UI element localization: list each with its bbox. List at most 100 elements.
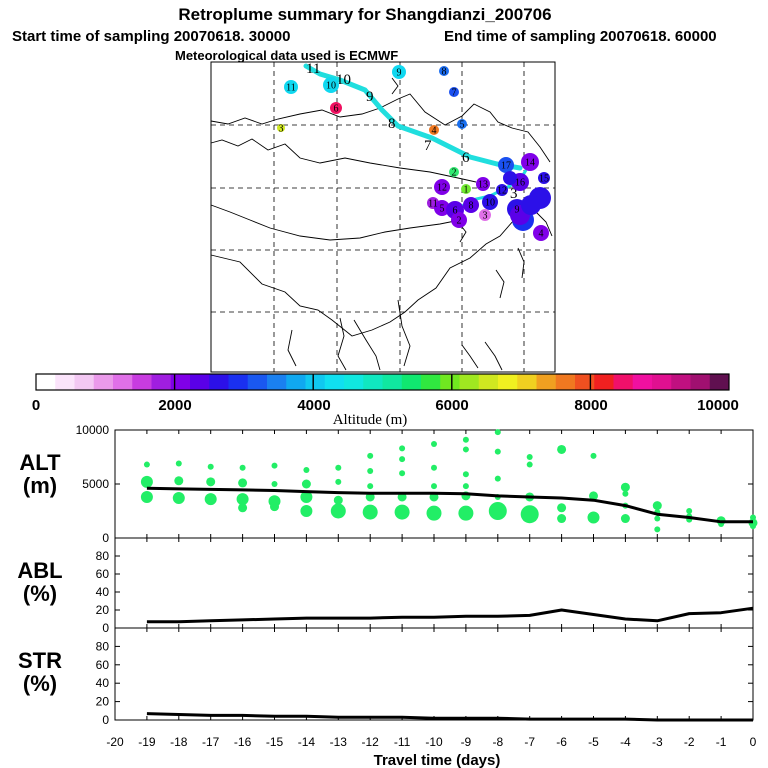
traj-label: 11 xyxy=(306,61,320,77)
plume-cluster-label: 5 xyxy=(440,204,445,215)
plume-cluster-marker xyxy=(476,177,490,191)
plume-cluster-label: 6 xyxy=(334,104,339,115)
cluster-point xyxy=(271,462,278,469)
colorbar-frame xyxy=(35,373,730,391)
cluster-point xyxy=(462,436,469,443)
colorbar-segment xyxy=(709,374,730,390)
plume-cluster-label: 3 xyxy=(279,124,284,135)
x-tick-label: -18 xyxy=(170,735,188,749)
cluster-point xyxy=(590,452,597,459)
plume-cluster-marker xyxy=(496,184,508,196)
cluster-point xyxy=(458,505,474,521)
plume-cluster-marker xyxy=(482,194,498,210)
cluster-point xyxy=(620,514,630,524)
cluster-point xyxy=(333,495,343,505)
colorbar-segment xyxy=(344,374,364,390)
plume-cluster-marker xyxy=(449,87,459,97)
x-tick-label: -20 xyxy=(106,735,124,749)
plume-cluster-marker xyxy=(463,197,479,213)
plume-cluster-label: 2 xyxy=(457,216,462,227)
colorbar-segment xyxy=(382,374,403,390)
series-line xyxy=(146,712,753,722)
cluster-point xyxy=(557,444,567,454)
colorbar-segment xyxy=(151,374,172,390)
colorbar-segment xyxy=(55,374,75,390)
x-tick-label: -7 xyxy=(524,735,535,749)
cluster-point xyxy=(172,492,185,505)
plume-cluster-label: 11 xyxy=(428,199,438,210)
plume-cluster-label: 10 xyxy=(485,198,495,209)
cluster-point xyxy=(399,445,406,452)
plume-cluster-label: 2 xyxy=(452,168,457,179)
colorbar-segment xyxy=(228,374,249,390)
trajectory-map: 11 10 9 8 7 6 5 4 3 2 1 1110987654321171… xyxy=(210,61,556,373)
cluster-point xyxy=(431,483,437,490)
panel-label: ABL xyxy=(17,558,62,583)
cluster-point xyxy=(462,483,469,490)
y-tick-label: 80 xyxy=(96,639,110,653)
cluster-point xyxy=(300,490,313,503)
plume-cluster-label: 4 xyxy=(432,126,437,137)
x-tick-label: -13 xyxy=(330,735,348,749)
cluster-point xyxy=(431,464,437,471)
cluster-point xyxy=(239,464,246,471)
plume-cluster-marker xyxy=(457,119,467,129)
plume-cluster-marker xyxy=(439,66,449,76)
colorbar-segment xyxy=(690,374,711,390)
colorbar-segment xyxy=(575,374,595,390)
cluster-point xyxy=(462,471,469,478)
cluster-point xyxy=(300,505,313,517)
panel-frame xyxy=(114,627,754,721)
colorbar-segment xyxy=(113,374,133,390)
x-tick-label: -4 xyxy=(620,735,631,749)
panel-label: (%) xyxy=(23,671,57,696)
plume-cluster-marker xyxy=(330,102,342,114)
cluster-point xyxy=(367,483,374,490)
traj-label: 7 xyxy=(424,138,432,154)
colorbar-tick: 6000 xyxy=(435,397,468,414)
y-tick-label: 0 xyxy=(102,531,109,545)
cluster-point xyxy=(367,468,374,475)
plume-cluster-marker xyxy=(277,124,285,132)
colorbar-segment xyxy=(671,374,691,390)
cluster-point xyxy=(143,461,150,468)
y-tick-label: 20 xyxy=(96,695,110,709)
plume-cluster-label: 4 xyxy=(539,229,544,240)
cluster-point xyxy=(750,523,756,530)
colorbar-segment xyxy=(401,374,422,390)
colorbar-tick: 0 xyxy=(32,397,40,414)
cluster-point xyxy=(526,454,533,460)
cluster-point xyxy=(587,511,600,524)
colorbar-segment xyxy=(478,374,499,390)
cluster-point xyxy=(362,504,378,520)
cluster-point xyxy=(654,526,661,533)
cluster-point xyxy=(589,491,598,501)
plume-cluster-label: 11 xyxy=(286,83,296,94)
cluster-point xyxy=(394,504,410,520)
panel-alt: 10000 5000 0 ALT(m) xyxy=(19,423,758,545)
x-axis-label: Travel time (days) xyxy=(374,752,501,768)
cluster-point xyxy=(399,456,406,463)
plume-cluster-marker xyxy=(451,212,467,228)
plume-cluster-marker xyxy=(498,157,514,173)
panel-label: (%) xyxy=(23,581,57,606)
y-tick-label: 80 xyxy=(96,549,110,563)
plume-cluster-label: 13 xyxy=(478,180,488,191)
cluster-point xyxy=(175,460,182,467)
x-tick-label: -8 xyxy=(492,735,503,749)
colorbar-segment xyxy=(421,374,441,390)
x-tick-label: -6 xyxy=(556,735,567,749)
colorbar-segment xyxy=(305,374,326,390)
colorbar-segment xyxy=(632,374,653,390)
colorbar-tick: 4000 xyxy=(297,397,330,414)
x-tick-label: -1 xyxy=(716,735,727,749)
plume-cluster-label: 15 xyxy=(539,174,549,185)
plume-cluster-label: 9 xyxy=(515,205,520,216)
colorbar-segment xyxy=(498,374,518,390)
y-tick-label: 20 xyxy=(96,603,110,617)
colorbar-tick: 2000 xyxy=(158,397,191,414)
plume-cluster-marker xyxy=(461,184,471,194)
